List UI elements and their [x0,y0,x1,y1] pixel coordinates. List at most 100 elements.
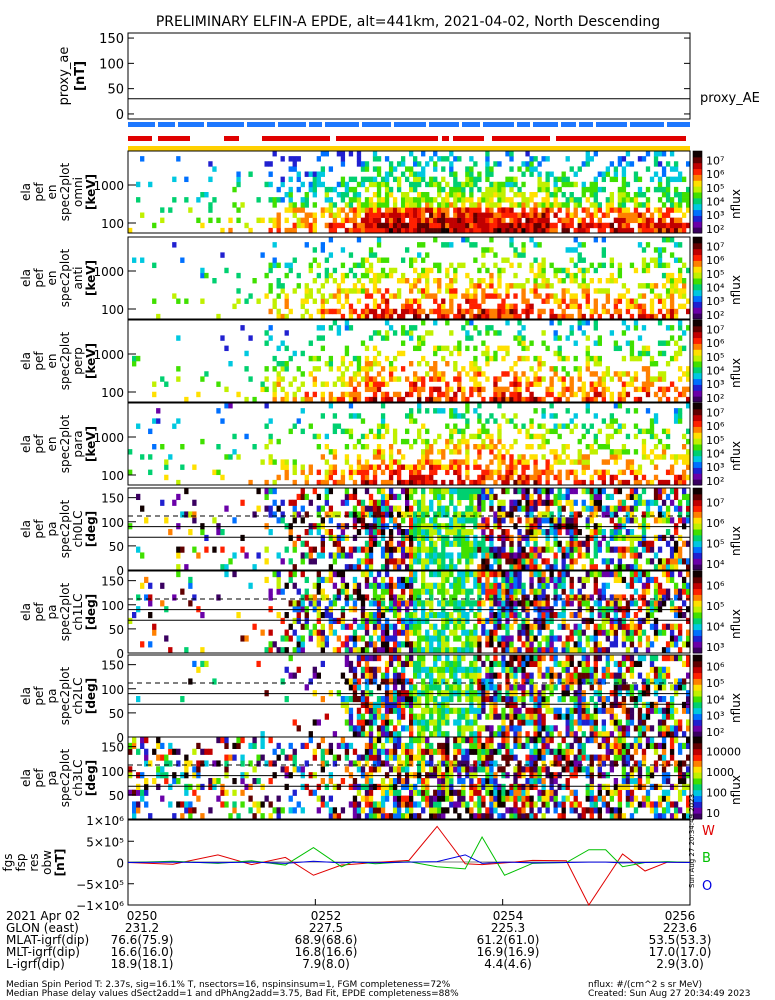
status-bar-red-segment [336,136,438,141]
colorbar-swatch [693,266,702,270]
spectrogram-cell [453,267,458,274]
spectrogram-cell [272,222,277,229]
spectrogram-cell [509,454,514,460]
spectrogram-cell [421,582,426,589]
spectrogram-cell [180,257,185,263]
spectrogram-cell [264,272,269,279]
spectrogram-cell [517,647,522,654]
spectrogram-cell [280,176,285,183]
spectrogram-cell [433,635,438,642]
spectrogram-cell [348,151,354,157]
spectrogram-cell [388,222,394,229]
spectrogram-cell [441,227,446,234]
spectrogram-cell [400,488,406,495]
spectrogram-cell [324,186,330,193]
spectrogram-cell [433,558,438,565]
spectrogram-cell [525,635,530,642]
spectrogram-cell [332,571,338,578]
colorbar-swatch [693,174,702,178]
spectrogram-cell [396,449,402,455]
spectrogram-cell [469,376,474,382]
proxy-ytick-label: 100 [99,57,124,72]
spectrogram-cell [617,212,623,218]
spectrogram-cell [388,505,394,512]
spectrogram-cell [461,433,466,440]
spectrogram-cell [437,267,442,274]
colorbar-tick-label: 10³ [706,209,724,222]
spectrogram-cell [457,464,462,470]
spectrogram-cell [657,546,663,553]
spectrogram-cell [569,330,574,336]
spectrogram-cell [629,534,635,542]
spectrogram-cell [601,176,606,183]
spectrogram-cell [469,293,474,299]
spectrogram-cell [553,202,558,208]
spectrogram-cell [681,197,687,203]
spectrogram-cell [292,257,297,263]
spectrogram-cell [553,600,558,607]
spectrogram-cell [364,217,370,224]
spectrogram-cell [473,612,478,619]
spectrogram-cell [585,428,590,435]
spectrogram-cell [653,454,659,460]
spectrogram-cell [657,488,663,495]
spectrogram-cell [657,197,663,203]
spectrogram-cell [348,511,354,518]
spectrogram-cell [421,488,426,495]
spectrogram-cell [577,227,582,234]
spectrogram-cell [413,534,418,542]
spectrogram-cell [481,212,486,218]
spectrogram-cell [413,464,418,470]
spectrogram-cell [677,558,683,565]
status-bar-blue-segment [429,122,459,127]
spectrogram-cell [453,582,458,589]
spectrogram-cell [525,212,530,218]
spectrogram-cell [441,303,446,310]
spectrogram-cell [184,488,189,495]
spectrogram-cell [521,202,526,208]
spectrogram-cell [665,288,671,294]
spectrogram-cell [481,396,486,403]
spectrogram-cell [525,313,530,320]
spectrogram-cell [617,564,623,571]
panel-ylabel: spec2plot [58,248,72,307]
spectrogram-cell [525,612,530,619]
spectrogram-cell [296,612,301,619]
spectrogram-cell [328,474,334,481]
spectrogram-cell [457,617,462,625]
spectrogram-cell [457,588,462,595]
spectrogram-cell [356,222,362,229]
spectrogram-cell [461,308,466,315]
spectrogram-cell [557,546,562,553]
spectrogram-cell [372,303,378,310]
spectrogram-cell [172,594,177,601]
spectrogram-cell [152,444,157,450]
spectrogram-cell [304,617,309,625]
spectrogram-cell [392,493,398,501]
spectrogram-cell [497,571,502,578]
spectrogram-cell [380,197,386,203]
spectrogram-cell [236,171,241,177]
spectrogram-cell [352,308,358,315]
spectrogram-cell [593,202,598,208]
spectrogram-cell [453,176,458,183]
spectrogram-cell [653,552,659,559]
spectrogram-cell [336,288,342,294]
spectrogram-cell [409,564,414,571]
spectrogram-cell [677,366,683,372]
spectrogram-cell [541,635,546,642]
spectrogram-cell [316,529,321,536]
spectrogram-cell [481,469,486,476]
spectrogram-cell [473,222,478,229]
spectrogram-cell [328,488,334,495]
spectrogram-cell [384,212,390,218]
spectrogram-cell [409,151,414,157]
colorbar-swatch [693,449,702,454]
spectrogram-cell [356,558,362,565]
spectrogram-cell [324,635,330,642]
spectrogram-cell [437,493,442,501]
spectrogram-cell [485,576,490,584]
status-bar-blue-segment [325,122,359,127]
spectrogram-cell [553,459,558,465]
spectrogram-cell [453,464,458,470]
